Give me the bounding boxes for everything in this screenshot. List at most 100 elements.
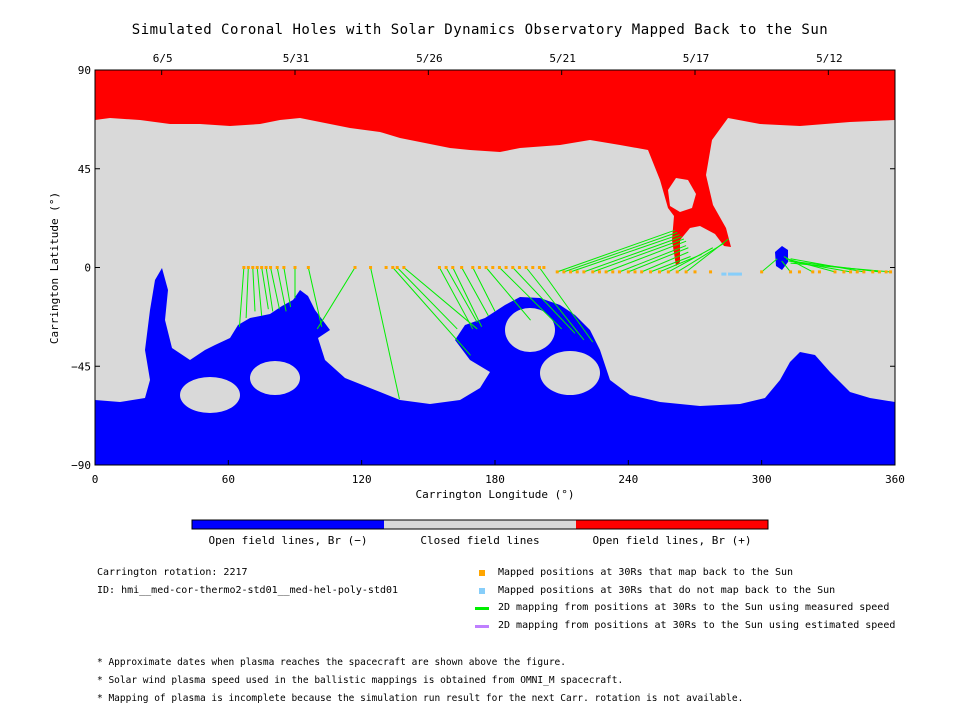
mapped-point-8: [282, 266, 286, 269]
top-date-label-5: 5/12: [816, 52, 843, 65]
mapped-point-48: [666, 270, 670, 274]
mapping-line-29: [583, 236, 682, 273]
mapping-line-41: [781, 260, 791, 273]
mapped-point-10: [306, 266, 310, 269]
mapping-line-6: [270, 267, 280, 310]
x-tick-label-5: 300: [752, 473, 772, 486]
mapped-point-51: [693, 270, 697, 274]
mapping-line-25: [539, 267, 594, 343]
legend-estimated-label: 2D mapping from positions at 30Rs to the…: [498, 620, 896, 631]
y-tick-label-2: 0: [84, 262, 91, 275]
coronal-hole-map: [95, 70, 895, 465]
mapped-point-0: [242, 266, 246, 269]
mapped-point-33: [555, 270, 559, 274]
mapped-point-15: [395, 266, 399, 269]
y-axis-title: Carrington Latitude (°): [48, 192, 61, 344]
colorbar-open-positive: [576, 520, 768, 529]
mapping-line-18: [452, 267, 483, 327]
mapping-line-37: [668, 247, 714, 273]
mapped-point-63: [871, 270, 875, 274]
mapped-point-49: [675, 270, 679, 274]
legend-mapped-swatch: [479, 570, 485, 576]
colorbar-closed: [384, 520, 576, 529]
note-dates: * Approximate dates when plasma reaches …: [97, 657, 566, 668]
mapping-line-13: [392, 267, 471, 356]
mapped-point-55: [797, 270, 801, 274]
mapped-point-40: [604, 270, 608, 274]
legend-measured-label: 2D mapping from positions at 30Rs to the…: [498, 602, 890, 613]
unmapped-point-2: [732, 272, 738, 276]
unmapped-point-1: [728, 272, 734, 276]
mapping-line-30: [592, 238, 685, 273]
y-tick-label-1: −45: [71, 360, 91, 373]
mapped-point-6: [269, 266, 273, 269]
negative-polar-coronal-hole: [95, 268, 895, 465]
mapped-point-28: [517, 266, 521, 269]
mapped-point-23: [484, 266, 488, 269]
top-date-label-4: 5/17: [683, 52, 710, 65]
mapped-point-14: [391, 266, 395, 269]
legend-estimated-swatch: [475, 625, 489, 628]
mapping-line-24: [525, 267, 585, 341]
mapped-point-13: [384, 266, 388, 269]
mapped-point-24: [491, 266, 495, 269]
mapped-point-1: [246, 266, 250, 269]
top-date-label-3: 5/21: [549, 52, 576, 65]
mapping-line-14: [396, 267, 458, 330]
note-incomplete: * Mapping of plasma is incomplete becaus…: [97, 693, 744, 704]
mapping-line-10: [307, 267, 323, 327]
mapping-line-19: [461, 267, 489, 317]
chart-title: Simulated Coronal Holes with Solar Dynam…: [131, 22, 829, 38]
mapped-point-52: [709, 270, 713, 274]
mapping-line-27: [563, 231, 678, 273]
run-id: ID: hmi__med-cor-thermo2-std01__med-hel-…: [97, 585, 399, 596]
mapped-point-27: [511, 266, 515, 269]
mapped-point-9: [293, 266, 297, 269]
mapping-line-5: [265, 267, 274, 312]
mapping-line-2: [252, 267, 256, 312]
mapping-line-40: [761, 258, 778, 273]
mapping-line-31: [605, 240, 687, 273]
mapped-point-12: [369, 266, 373, 269]
x-tick-label-3: 180: [485, 473, 505, 486]
mapped-point-19: [451, 266, 455, 269]
mapped-point-4: [260, 266, 264, 269]
note-speed: * Solar wind plasma speed used in the ba…: [97, 675, 624, 686]
mapped-point-22: [477, 266, 481, 269]
x-axis-title: Carrington Longitude (°): [416, 488, 575, 501]
mapped-point-60: [849, 270, 853, 274]
unmapped-point-0: [721, 272, 727, 276]
mapped-point-41: [611, 270, 615, 274]
mapping-lines: [238, 229, 891, 400]
mapped-point-26: [504, 266, 508, 269]
mapped-point-65: [884, 270, 888, 274]
mapped-point-61: [855, 270, 859, 274]
x-tick-label-1: 60: [222, 473, 235, 486]
mapping-line-22: [499, 267, 563, 330]
mapped-point-37: [582, 270, 586, 274]
mapping-line-7: [276, 267, 287, 312]
positive-polar-coronal-hole: [95, 70, 895, 266]
mapping-line-1: [245, 267, 249, 318]
mapped-point-29: [524, 266, 528, 269]
y-tick-label-0: −90: [71, 459, 91, 472]
mapping-line-20: [472, 267, 496, 312]
mapped-point-34: [562, 270, 566, 274]
mapping-line-23: [512, 267, 576, 334]
mapping-line-8: [283, 267, 292, 308]
x-tick-label-4: 240: [618, 473, 638, 486]
mapped-point-59: [842, 270, 846, 274]
mapped-point-45: [640, 270, 644, 274]
mapped-point-66: [889, 270, 893, 274]
legend-measured-swatch: [475, 607, 489, 610]
colorbar-open-negative: [192, 520, 384, 529]
mapped-point-30: [531, 266, 535, 269]
mapping-line-34: [641, 251, 689, 273]
mapped-point-32: [542, 266, 546, 269]
y-tick-label-3: 45: [78, 163, 91, 176]
mapped-point-18: [444, 266, 448, 269]
mapped-point-7: [275, 266, 279, 269]
colorbar-label-open-positive: Open field lines, Br (+): [592, 534, 752, 547]
mapping-line-28: [570, 234, 680, 273]
